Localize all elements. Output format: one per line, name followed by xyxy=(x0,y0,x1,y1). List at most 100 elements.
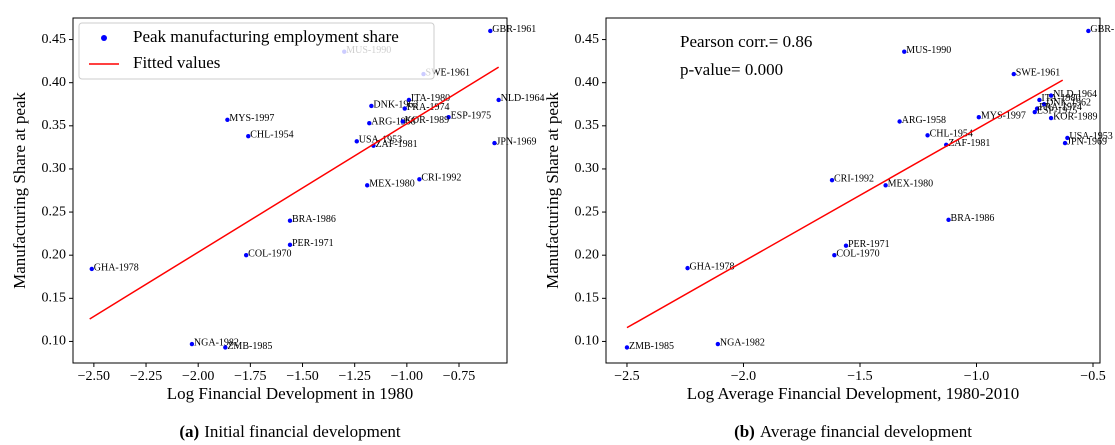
fitted-line xyxy=(626,79,1064,329)
point-label: NLD-1964 xyxy=(1053,89,1097,100)
data-point xyxy=(843,243,849,248)
data-point xyxy=(406,97,412,103)
caption-label: (b) xyxy=(734,422,755,441)
data-point xyxy=(624,345,630,350)
point-label: DNK-1962 xyxy=(373,99,418,110)
x-tick-label: −2.00 xyxy=(182,369,214,384)
y-tick-label: 0.20 xyxy=(42,247,67,262)
data-point xyxy=(365,183,370,188)
data-point xyxy=(446,114,451,120)
x-tick-label: −2.50 xyxy=(78,369,110,384)
data-point xyxy=(367,121,372,126)
data-point xyxy=(1048,115,1054,121)
point-label: GBR-1961 xyxy=(492,24,536,35)
point-label: ARG-1958 xyxy=(902,115,946,126)
point-label: FRA-1974 xyxy=(1039,102,1082,113)
data-point xyxy=(492,140,497,146)
point-label: COL-1970 xyxy=(248,248,291,259)
caption-text: Initial financial development xyxy=(204,422,401,441)
x-tick-label: −2.25 xyxy=(130,369,162,384)
plot-frame xyxy=(72,17,508,364)
point-label: FRA-1974 xyxy=(407,102,450,113)
y-tick-label: 0.45 xyxy=(575,32,600,47)
caption: (a) Initial financial development xyxy=(179,422,400,441)
point-label: PER-1971 xyxy=(292,238,334,249)
y-tick-label: 0.40 xyxy=(575,75,600,90)
y-tick-label: 0.10 xyxy=(575,334,600,349)
data-point xyxy=(1048,93,1054,98)
x-tick-label: −1.00 xyxy=(391,369,423,384)
x-tick-label: −1.0 xyxy=(964,369,989,384)
data-point xyxy=(287,218,293,223)
data-point xyxy=(1086,28,1091,34)
point-label: NLD-1964 xyxy=(501,93,545,104)
x-tick-label: −1.25 xyxy=(338,369,370,384)
data-point xyxy=(1032,109,1037,115)
data-point xyxy=(829,177,835,183)
caption-label: (a) xyxy=(179,422,199,441)
data-point xyxy=(287,242,293,248)
point-label: KOR-1989 xyxy=(405,115,449,126)
data-point xyxy=(976,114,982,120)
x-axis-label: Log Average Financial Development, 1980-… xyxy=(687,384,1020,403)
point-label: ESP-1975 xyxy=(1037,105,1078,116)
data-point xyxy=(488,28,493,34)
point-label: ZAF-1981 xyxy=(375,139,417,150)
y-axis-label: Manufacturing Share at peak xyxy=(543,92,562,289)
y-tick-label: 0.35 xyxy=(575,118,600,133)
y-tick-label: 0.25 xyxy=(575,204,600,219)
x-tick-label: −1.75 xyxy=(234,369,266,384)
y-tick-label: 0.15 xyxy=(42,291,67,306)
point-label: BRA-1986 xyxy=(951,213,995,224)
plot-frame xyxy=(605,17,1101,364)
point-label: BRA-1986 xyxy=(292,214,336,225)
data-point xyxy=(246,133,251,139)
data-point xyxy=(883,183,888,188)
point-label: MEX-1980 xyxy=(369,179,415,190)
point-label: MUS-1990 xyxy=(906,45,951,56)
y-axis-label: Manufacturing Share at peak xyxy=(10,92,29,289)
y-tick-label: 0.20 xyxy=(575,247,600,262)
x-tick-label: −2.5 xyxy=(614,369,639,384)
y-tick-label: 0.40 xyxy=(42,75,67,90)
point-label: MEX-1980 xyxy=(888,179,934,190)
data-point xyxy=(902,49,907,54)
data-point xyxy=(354,139,359,144)
point-label: CRI-1992 xyxy=(421,173,461,184)
y-tick-label: 0.15 xyxy=(575,291,600,306)
caption: (b) Average financial development xyxy=(734,422,972,441)
point-label: USA-1953 xyxy=(1069,131,1112,142)
data-point xyxy=(402,106,407,111)
point-label: ZAF-1981 xyxy=(948,138,990,149)
data-point xyxy=(89,266,94,272)
x-tick-label: −0.75 xyxy=(443,369,475,384)
point-label: CHL-1954 xyxy=(930,129,973,140)
chart: −2.50 −2.25 −2.00 −1.75 −1.50 −1.25 −1.00 −0.75… xyxy=(10,17,545,441)
x-tick-label: −0.5 xyxy=(1080,369,1105,384)
data-point xyxy=(496,97,501,103)
data-point xyxy=(1037,97,1042,103)
point-label: GHA-1978 xyxy=(94,262,139,273)
point-label: SWE-1961 xyxy=(426,67,470,78)
y-tick-label: 0.30 xyxy=(575,161,600,176)
y-tick-label: 0.25 xyxy=(42,204,67,219)
annotation: Pearson corr.= 0.86 xyxy=(680,32,812,51)
y-tick-label: 0.45 xyxy=(42,32,67,47)
point-label: DNK-1962 xyxy=(1046,98,1091,109)
point-label: PER-1971 xyxy=(848,239,890,250)
chart: −2.5 −2.0 −1.5 −1.0 −0.5 0.10 0.15 0.20 0.25 0.30… xyxy=(543,17,1115,441)
data-point xyxy=(1041,102,1047,107)
x-tick-label: −1.5 xyxy=(847,369,872,384)
point-label: GBR-1961 xyxy=(1090,24,1115,35)
point-label: COL-1970 xyxy=(836,248,879,259)
point-label: ITA-1980 xyxy=(1041,93,1080,104)
legend: Peak manufacturing employment share Fitte… xyxy=(78,22,435,80)
point-label: ZMB-1985 xyxy=(227,341,272,352)
y-tick-label: 0.35 xyxy=(42,118,67,133)
data-point xyxy=(685,265,690,271)
data-point xyxy=(715,341,721,347)
data-point xyxy=(189,341,195,347)
point-label: SWE-1961 xyxy=(1016,67,1060,78)
data-point xyxy=(400,119,405,124)
